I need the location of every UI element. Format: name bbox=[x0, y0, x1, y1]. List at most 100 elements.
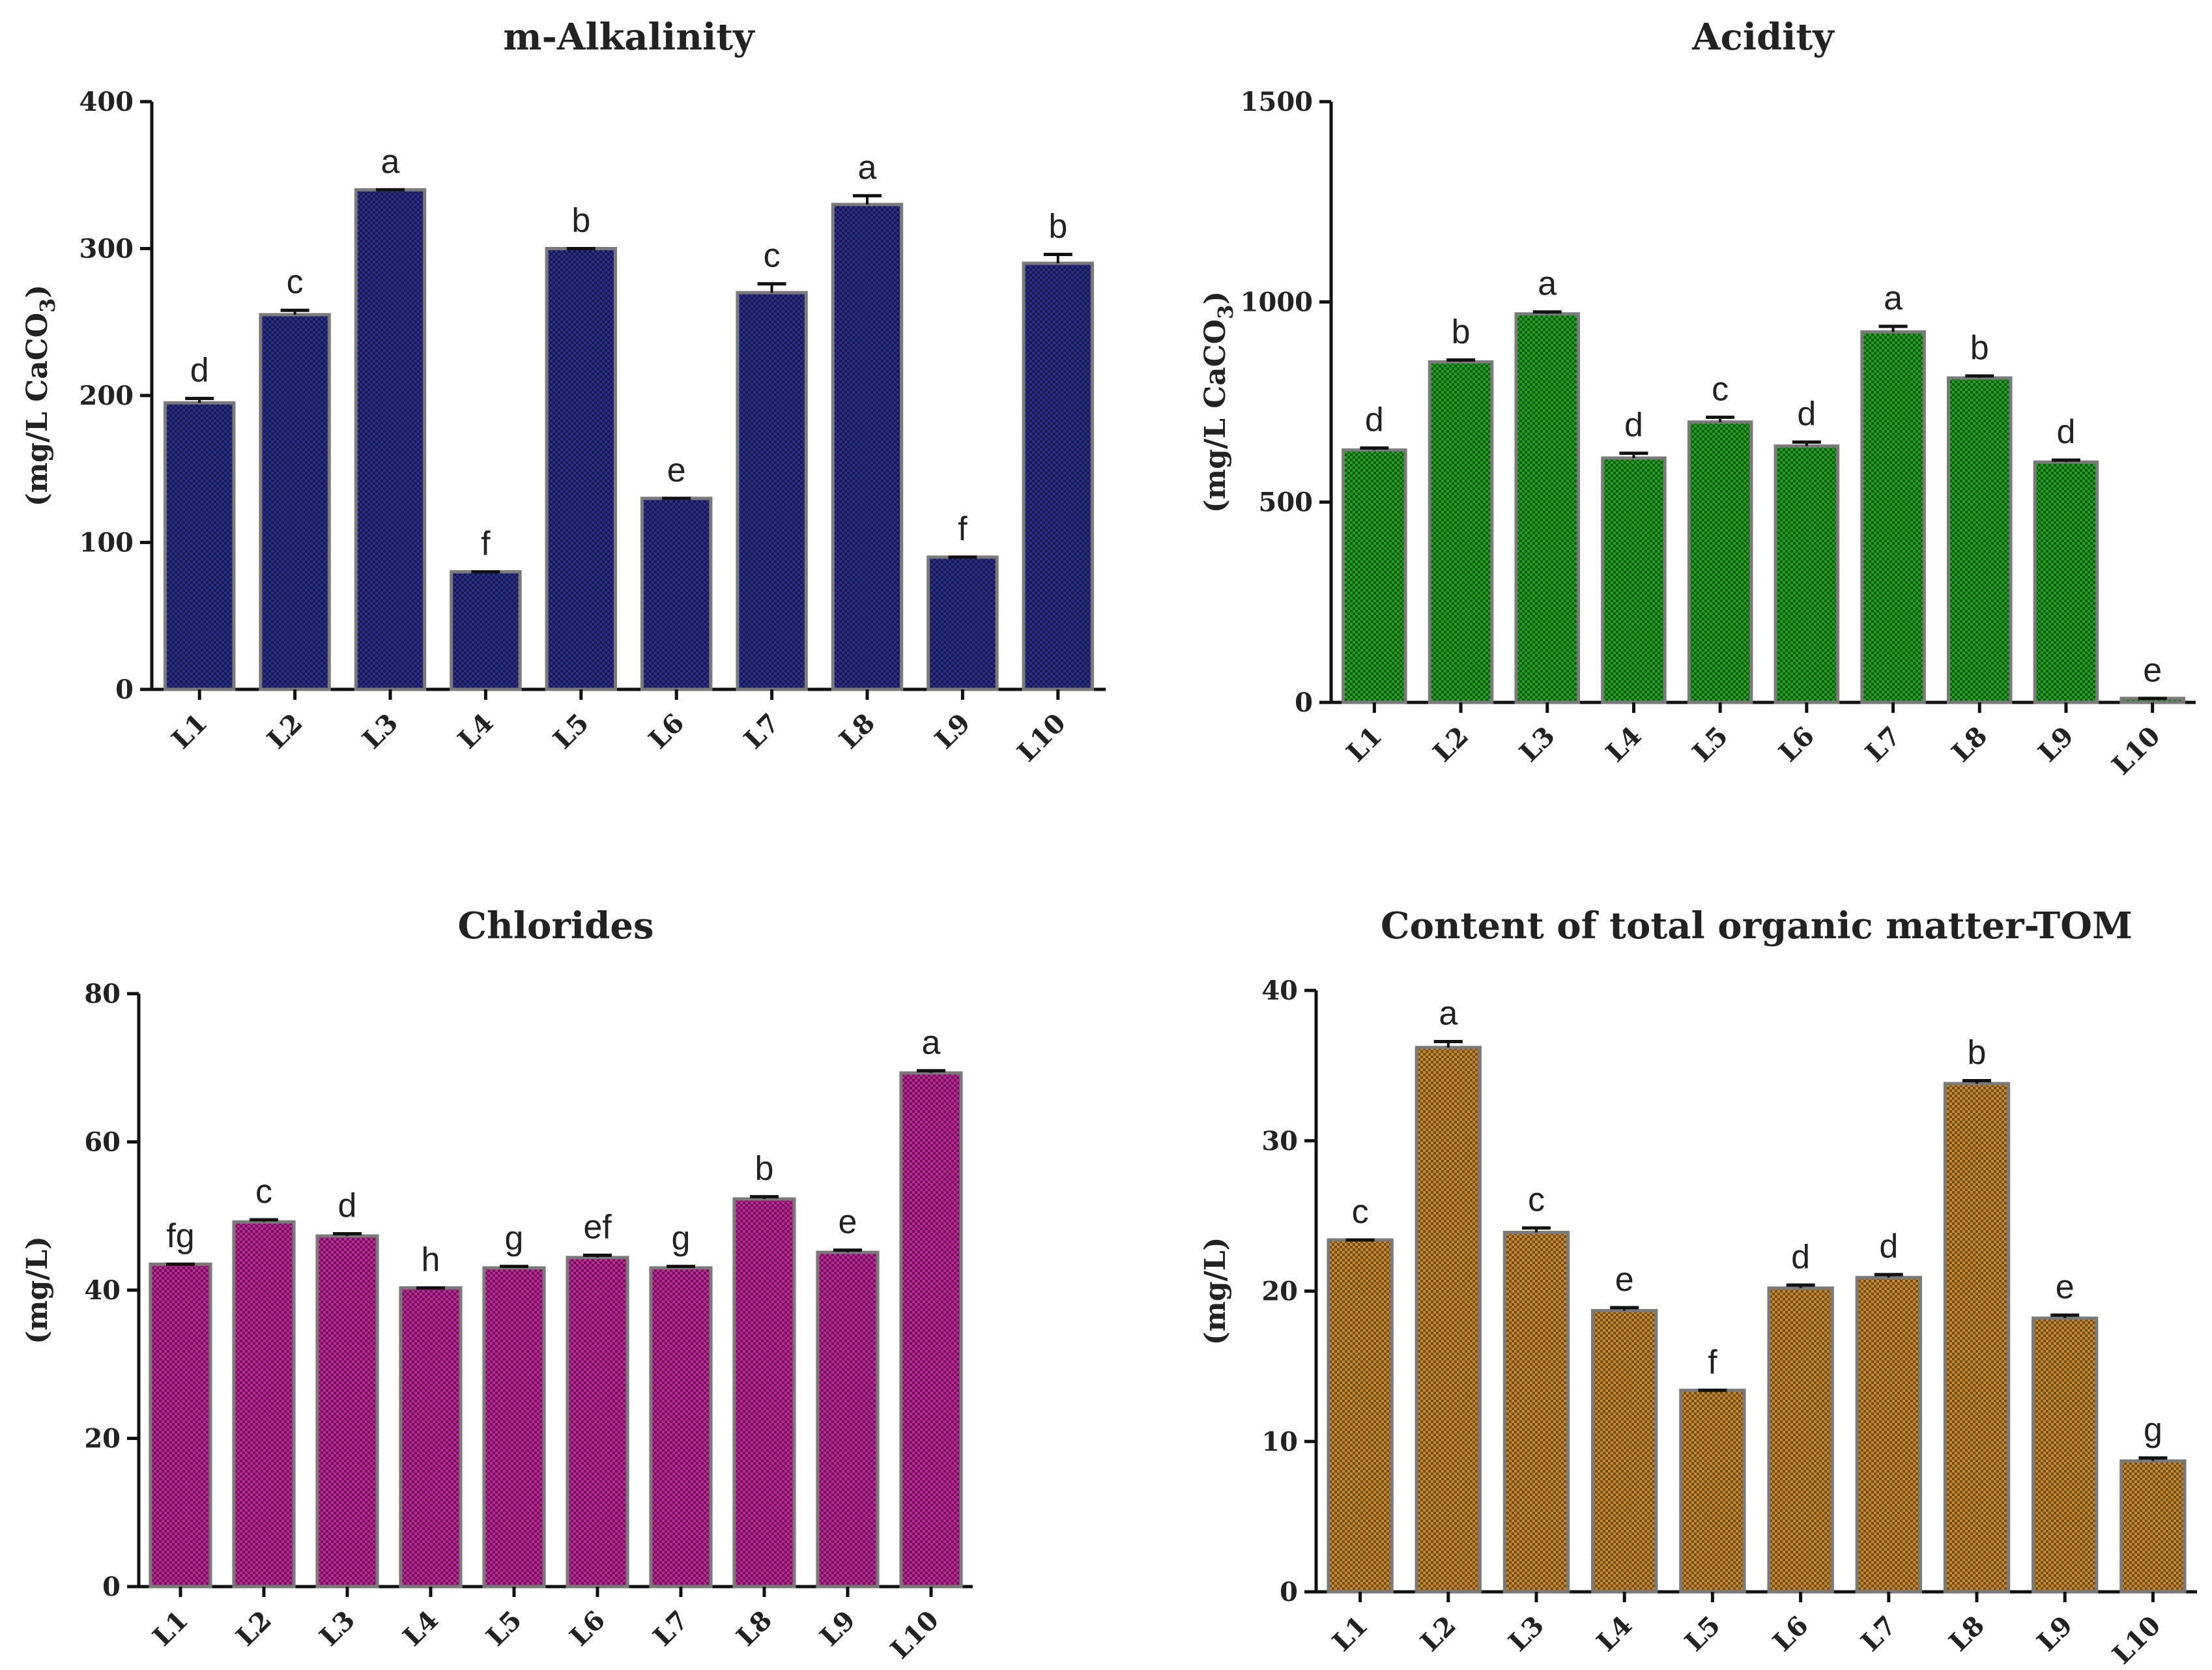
significance-label: b bbox=[1048, 208, 1067, 246]
significance-label: a bbox=[922, 1024, 941, 1061]
significance-label: c bbox=[1712, 370, 1729, 408]
bar-L7 bbox=[649, 1266, 713, 1589]
x-tick-label: L5 bbox=[1679, 1610, 1727, 1658]
significance-label: e bbox=[839, 1203, 857, 1241]
significance-label: g bbox=[672, 1220, 691, 1258]
bar-L6 bbox=[1767, 1286, 1834, 1594]
bar-L2 bbox=[232, 1220, 296, 1589]
significance-label: a bbox=[381, 143, 400, 180]
bar-L2 bbox=[1428, 360, 1494, 704]
bar-L4 bbox=[399, 1286, 463, 1589]
significance-label: b bbox=[1968, 1033, 1987, 1071]
x-tick-label: L4 bbox=[452, 708, 500, 755]
x-tick-label: L2 bbox=[230, 1605, 278, 1652]
bar-L5 bbox=[482, 1266, 546, 1589]
bar-L2 bbox=[1415, 1046, 1482, 1594]
x-tick-label: L1 bbox=[1341, 721, 1388, 768]
significance-label: d bbox=[338, 1187, 357, 1225]
bar-L8 bbox=[1946, 376, 2013, 704]
bar-L6 bbox=[1774, 444, 1840, 704]
x-tick-label: L6 bbox=[1767, 1610, 1815, 1658]
y-tick-label: 0 bbox=[1295, 687, 1313, 718]
x-tick-label: L1 bbox=[147, 1605, 194, 1652]
x-tick-label: L1 bbox=[165, 708, 213, 755]
bar-L6 bbox=[640, 497, 713, 691]
significance-label: f bbox=[1708, 1344, 1717, 1381]
bar-L1 bbox=[1342, 448, 1407, 704]
significance-label: c bbox=[764, 237, 781, 275]
y-tick-label: 0 bbox=[102, 1572, 121, 1602]
bar-L8 bbox=[1943, 1082, 2011, 1594]
x-tick-label: L2 bbox=[261, 708, 309, 755]
significance-label: e bbox=[2056, 1268, 2075, 1306]
significance-label: a bbox=[1884, 280, 1903, 317]
significance-label: c bbox=[287, 263, 304, 301]
y-tick-label: 400 bbox=[79, 87, 134, 117]
x-tick-label: L6 bbox=[642, 708, 690, 755]
significance-label: c bbox=[1352, 1193, 1369, 1231]
bar-L10 bbox=[1022, 261, 1095, 691]
bar-L9 bbox=[2033, 460, 2099, 704]
x-tick-label: L7 bbox=[1855, 1610, 1903, 1658]
significance-label: c bbox=[255, 1173, 272, 1211]
y-axis-label: (mg/L) bbox=[1199, 1237, 1232, 1346]
x-tick-label: L10 bbox=[2106, 1610, 2166, 1670]
x-tick-label: L2 bbox=[1427, 721, 1474, 768]
significance-label: d bbox=[2056, 413, 2075, 451]
significance-label: fg bbox=[166, 1217, 194, 1255]
significance-label: b bbox=[571, 202, 590, 240]
significance-label: c bbox=[1528, 1181, 1545, 1219]
bar-L5 bbox=[1687, 420, 1753, 704]
significance-label: f bbox=[481, 525, 491, 563]
significance-label: d bbox=[190, 352, 209, 390]
bar-L9 bbox=[926, 555, 999, 691]
chart-panel-4: Content of total organic matter-TOM (mg/L… bbox=[1199, 904, 2197, 1670]
y-axis-label: (mg/L) bbox=[21, 1236, 54, 1344]
y-tick-label: 100 bbox=[79, 528, 134, 558]
significance-label: d bbox=[1797, 395, 1816, 433]
bar-L1 bbox=[163, 401, 236, 691]
x-tick-label: L5 bbox=[547, 708, 595, 755]
significance-label: f bbox=[958, 510, 968, 548]
bar-L5 bbox=[1679, 1389, 1746, 1594]
significance-label: ef bbox=[583, 1209, 612, 1246]
y-tick-label: 300 bbox=[79, 234, 134, 265]
y-tick-label: 500 bbox=[1259, 487, 1314, 518]
y-tick-label: 200 bbox=[79, 381, 134, 411]
chart-title: Content of total organic matter-TOM bbox=[1381, 904, 2133, 947]
bar-L3 bbox=[354, 188, 427, 691]
significance-label: d bbox=[1879, 1228, 1898, 1265]
x-tick-label: L2 bbox=[1415, 1610, 1462, 1658]
y-tick-label: 40 bbox=[84, 1275, 121, 1306]
significance-label: a bbox=[1439, 994, 1458, 1032]
y-tick-label: 40 bbox=[1261, 975, 1298, 1006]
bar-L10 bbox=[899, 1071, 963, 1589]
bar-L5 bbox=[545, 247, 618, 691]
x-tick-label: L9 bbox=[2031, 1610, 2078, 1658]
bar-L4 bbox=[1591, 1308, 1658, 1594]
significance-label: e bbox=[2143, 652, 2162, 689]
x-tick-label: L5 bbox=[1686, 721, 1734, 768]
x-tick-label: L8 bbox=[1946, 721, 1994, 768]
significance-label: d bbox=[1791, 1238, 1810, 1276]
bar-L3 bbox=[1514, 312, 1581, 704]
bar-L8 bbox=[732, 1197, 796, 1589]
chart-panel-1: m-Alkalinity (mg/L CaCO3) 0 100 200 300 400 d L1… bbox=[21, 16, 1106, 768]
bar-L9 bbox=[2032, 1316, 2099, 1594]
y-tick-label: 0 bbox=[1280, 1577, 1298, 1607]
bar-L7 bbox=[1860, 330, 1926, 704]
x-tick-label: L8 bbox=[1943, 1610, 1990, 1658]
chart-panel-3: Chlorides (mg/L) 0 20 40 60 80 fg L1 c L2 d L3 h L4 g L5… bbox=[21, 904, 973, 1665]
significance-label: e bbox=[667, 452, 686, 489]
x-tick-label: L3 bbox=[356, 708, 404, 755]
x-tick-label: L10 bbox=[2106, 721, 2166, 781]
y-tick-label: 30 bbox=[1261, 1126, 1298, 1157]
x-tick-label: L6 bbox=[1773, 721, 1820, 768]
bar-L2 bbox=[259, 313, 331, 691]
significance-label: h bbox=[422, 1241, 440, 1279]
significance-label: g bbox=[505, 1220, 524, 1258]
bar-L3 bbox=[315, 1234, 379, 1589]
y-tick-label: 1500 bbox=[1241, 87, 1313, 117]
y-axis-label: (mg/L CaCO3) bbox=[21, 285, 60, 506]
